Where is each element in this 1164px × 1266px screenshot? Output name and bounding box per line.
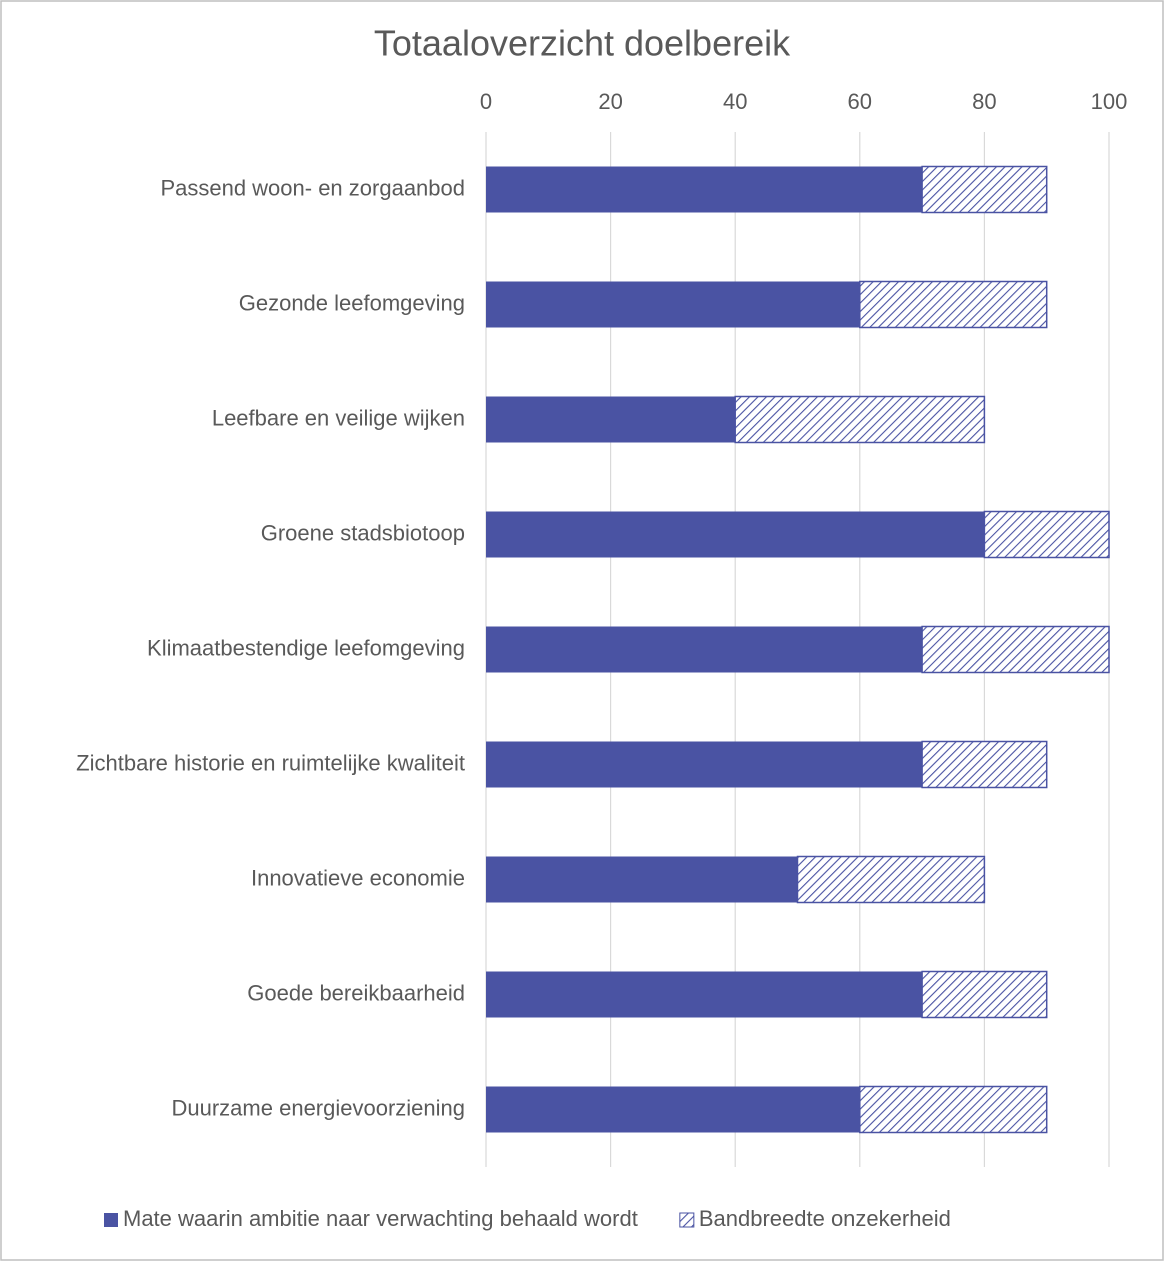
bar-segment bbox=[486, 626, 923, 673]
legend-label: Mate waarin ambitie naar verwachting beh… bbox=[123, 1206, 638, 1231]
x-tick-label: 80 bbox=[972, 89, 996, 114]
bar-segment bbox=[486, 741, 923, 788]
y-tick-label: Zichtbare historie en ruimtelijke kwalit… bbox=[76, 750, 465, 775]
bar-segment bbox=[486, 1086, 860, 1133]
y-tick-label: Passend woon- en zorgaanbod bbox=[160, 175, 465, 200]
bar-segment bbox=[921, 970, 1048, 1019]
bar-segment bbox=[796, 855, 986, 904]
bar-segment bbox=[921, 625, 1110, 674]
bar-segment bbox=[486, 856, 798, 903]
bar-segment bbox=[859, 280, 1048, 329]
legend-swatch bbox=[104, 1213, 118, 1227]
bar-segment bbox=[486, 281, 860, 328]
y-tick-label: Klimaatbestendige leefomgeving bbox=[147, 635, 465, 660]
x-tick-label: 100 bbox=[1091, 89, 1128, 114]
chart-title: Totaaloverzicht doelbereik bbox=[374, 23, 791, 64]
y-tick-label: Leefbare en veilige wijken bbox=[212, 405, 465, 430]
bar-segment bbox=[486, 166, 923, 213]
x-tick-label: 20 bbox=[598, 89, 622, 114]
x-tick-label: 60 bbox=[848, 89, 872, 114]
bar-segment bbox=[734, 395, 986, 444]
x-tick-label: 40 bbox=[723, 89, 747, 114]
bar-segment bbox=[983, 510, 1110, 559]
bar-segment bbox=[486, 511, 985, 558]
y-tick-label: Duurzame energievoorziening bbox=[172, 1095, 466, 1120]
bar-segment bbox=[486, 971, 923, 1018]
bar-segment bbox=[486, 396, 736, 443]
bar-segment bbox=[921, 740, 1048, 789]
bar-segment bbox=[921, 165, 1048, 214]
y-tick-label: Innovatieve economie bbox=[251, 865, 465, 890]
legend-swatch bbox=[679, 1212, 695, 1228]
plot bbox=[486, 165, 1110, 1134]
legend-label: Bandbreedte onzekerheid bbox=[699, 1206, 951, 1231]
bar-segment bbox=[859, 1085, 1048, 1134]
x-tick-label: 0 bbox=[480, 89, 492, 114]
y-tick-label: Goede bereikbaarheid bbox=[247, 980, 465, 1005]
y-tick-label: Groene stadsbiotoop bbox=[261, 520, 465, 545]
y-tick-label: Gezonde leefomgeving bbox=[239, 290, 465, 315]
